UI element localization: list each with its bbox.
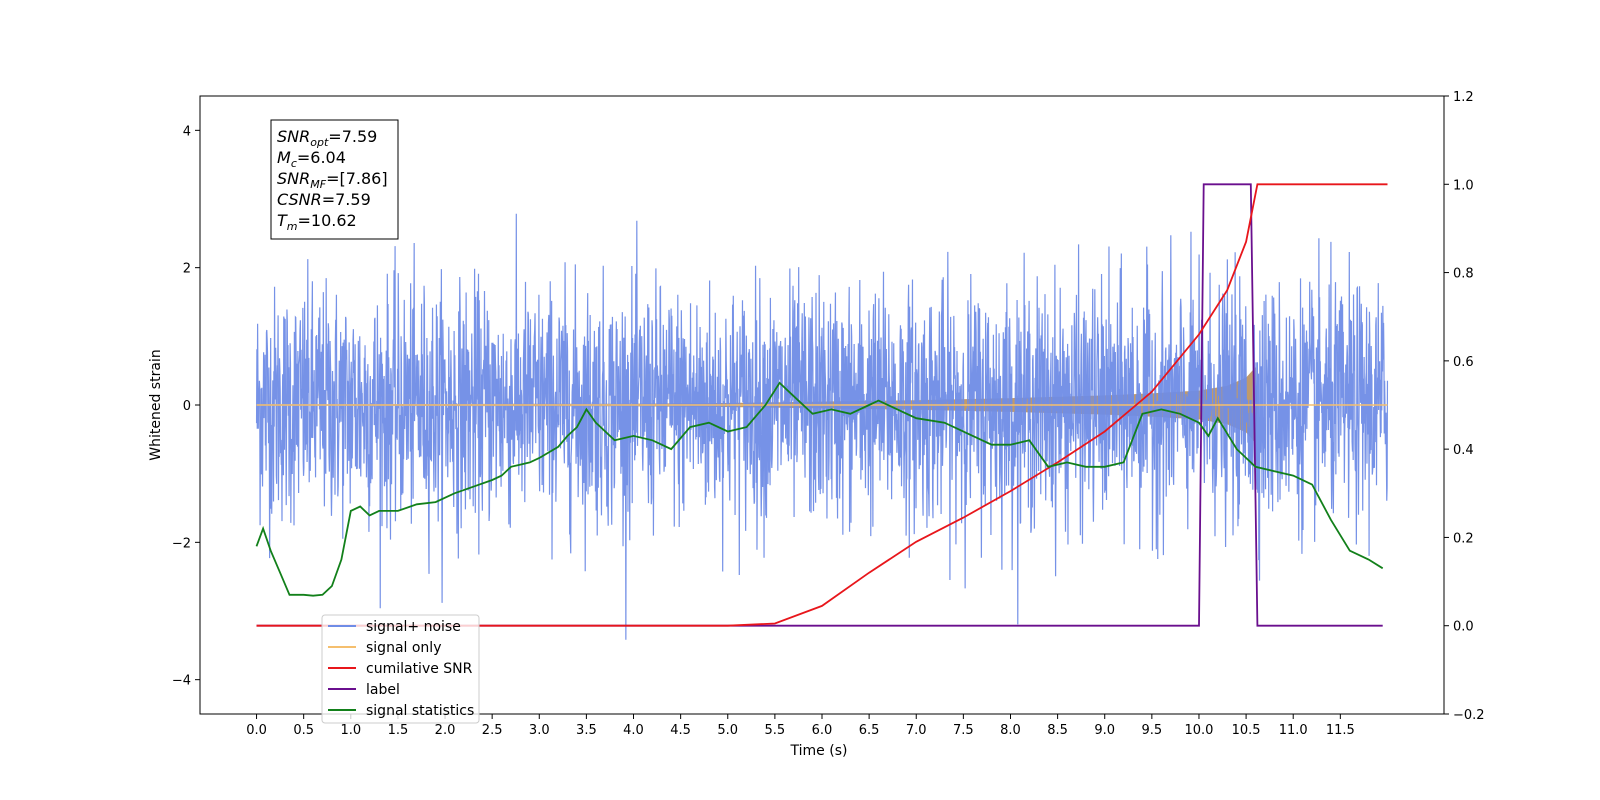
x-tick-label: 0.0 [246, 723, 267, 738]
y-tick-label: 4 [183, 124, 191, 139]
legend: signal+ noise signal only cumilative SNR la… [321, 614, 480, 724]
y-axis: 4 2 0 −2 −4 [172, 124, 200, 689]
x-tick-label: 3.5 [576, 723, 597, 738]
x-axis-label: Time (s) [790, 743, 848, 759]
x-tick-label: 6.0 [812, 723, 833, 738]
y2-tick-label: 0.0 [1453, 620, 1474, 635]
legend-label: label [366, 682, 400, 698]
x-tick-label: 9.0 [1094, 723, 1115, 738]
annotation-line: Mc=6.04 [277, 148, 346, 170]
x-tick-label: 4.0 [623, 723, 644, 738]
signal-noise-series [255, 213, 1389, 640]
x-tick-label: 4.5 [670, 723, 691, 738]
y-tick-label: 0 [183, 399, 191, 414]
y2-axis: 1.2 1.0 0.8 0.6 0.4 0.2 0.0 −0.2 [1444, 90, 1485, 723]
x-tick-label: 10.0 [1184, 723, 1213, 738]
annotation-line: SNRopt=7.59 [277, 127, 377, 149]
x-tick-label: 7.0 [906, 723, 927, 738]
y-axis-label: Whitened strain [148, 349, 164, 460]
y2-tick-label: 0.2 [1453, 531, 1474, 546]
x-axis: 0.0 0.5 1.0 1.5 2.0 2.5 3.0 3.5 4.0 4.5 5.0 5.5 6.0 6… [246, 714, 1355, 738]
y2-tick-label: −0.2 [1453, 708, 1485, 723]
x-tick-label: 7.5 [953, 723, 974, 738]
y-tick-label: 2 [183, 262, 191, 277]
y2-tick-label: 0.4 [1453, 443, 1474, 458]
x-tick-label: 1.5 [388, 723, 409, 738]
y2-tick-label: 0.6 [1453, 355, 1474, 370]
x-tick-label: 11.5 [1326, 723, 1355, 738]
x-tick-label: 8.0 [1000, 723, 1021, 738]
y-tick-label: −4 [172, 674, 191, 689]
y2-tick-label: 1.0 [1453, 178, 1474, 193]
y2-tick-label: 0.8 [1453, 267, 1474, 282]
y2-tick-label: 1.2 [1453, 90, 1474, 105]
y-tick-label: −2 [172, 536, 191, 551]
label-line [256, 183, 1383, 627]
x-tick-label: 3.0 [529, 723, 550, 738]
legend-label: cumilative SNR [366, 661, 473, 677]
x-tick-label: 5.0 [717, 723, 738, 738]
x-tick-label: 10.5 [1232, 723, 1261, 738]
signal-statistics-line [255, 381, 1384, 597]
x-tick-label: 0.5 [293, 723, 314, 738]
signal-noise-line [255, 213, 1389, 640]
cumilative-snr-line [256, 183, 1388, 627]
annotation-line: Tm=10.62 [277, 211, 357, 233]
x-tick-label: 6.5 [859, 723, 880, 738]
x-tick-label: 1.0 [340, 723, 361, 738]
x-tick-label: 8.5 [1047, 723, 1068, 738]
legend-label: signal statistics [366, 703, 474, 719]
annotation-line: SNRMF=[7.86] [277, 169, 388, 191]
x-tick-label: 5.5 [765, 723, 786, 738]
x-tick-label: 9.5 [1142, 723, 1163, 738]
annotation-line: CSNR=7.59 [277, 190, 371, 209]
x-tick-label: 11.0 [1279, 723, 1308, 738]
x-tick-label: 2.0 [435, 723, 456, 738]
legend-label: signal only [366, 640, 441, 656]
x-tick-label: 2.5 [482, 723, 503, 738]
legend-label: signal+ noise [366, 619, 461, 635]
right-axis-series [255, 183, 1388, 627]
